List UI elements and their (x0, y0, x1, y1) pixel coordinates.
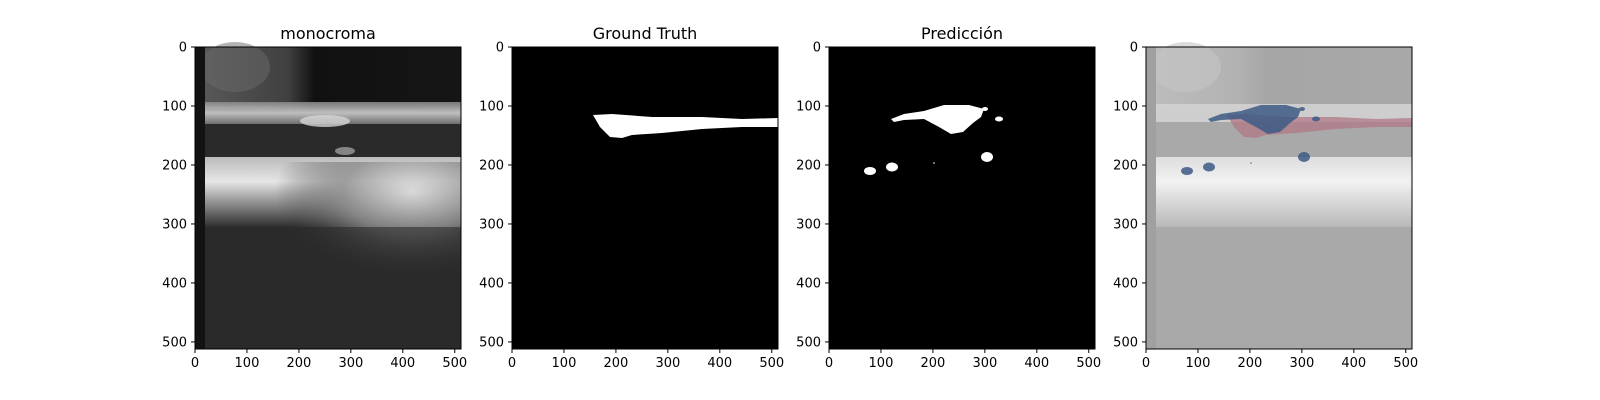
mask-background (512, 47, 778, 349)
axes-frame (194, 46, 462, 350)
x-tick-label: 0 (1142, 356, 1150, 371)
x-tick-label: 0 (825, 356, 833, 371)
y-tick-label: 0 (496, 41, 504, 56)
x-tick-label: 100 (552, 356, 577, 371)
x-tick-label: 200 (920, 356, 945, 371)
x-tick-label: 400 (1341, 356, 1366, 371)
ultrasound-image (195, 42, 461, 349)
x-tick-label: 500 (759, 356, 784, 371)
axes-frame (511, 46, 779, 350)
y-tick-label: 400 (479, 276, 504, 291)
x-tick-label: 100 (1186, 356, 1211, 371)
y-tick-label: 200 (162, 158, 187, 173)
x-tick-label: 400 (390, 356, 415, 371)
y-tick-label: 100 (796, 99, 821, 114)
y-tick-label: 100 (479, 99, 504, 114)
y-tick-label: 100 (162, 99, 187, 114)
y-tick-label: 0 (813, 41, 821, 56)
x-tick-label: 300 (338, 356, 363, 371)
y-tick-label: 500 (1113, 335, 1138, 350)
x-tick-label: 500 (1076, 356, 1101, 371)
x-tick-label: 300 (655, 356, 680, 371)
y-tick-label: 400 (162, 276, 187, 291)
x-tick-label: 100 (869, 356, 894, 371)
y-tick-label: 0 (1130, 41, 1138, 56)
y-tick-label: 400 (1113, 276, 1138, 291)
x-tick-label: 500 (442, 356, 467, 371)
x-tick-label: 200 (286, 356, 311, 371)
y-tick-label: 400 (796, 276, 821, 291)
x-tick-label: 400 (707, 356, 732, 371)
y-tick-label: 500 (796, 335, 821, 350)
x-tick-label: 400 (1024, 356, 1049, 371)
y-tick-label: 0 (179, 41, 187, 56)
y-tick-label: 500 (479, 335, 504, 350)
x-tick-label: 100 (235, 356, 260, 371)
y-tick-label: 300 (479, 217, 504, 232)
x-tick-label: 300 (972, 356, 997, 371)
x-tick-label: 0 (191, 356, 199, 371)
panel-title: Ground Truth (593, 24, 698, 43)
mask-background (829, 47, 1095, 349)
panel-overlay (1145, 42, 1413, 350)
x-tick-label: 200 (1237, 356, 1262, 371)
y-tick-label: 200 (479, 158, 504, 173)
y-tick-label: 300 (796, 217, 821, 232)
y-tick-label: 300 (162, 217, 187, 232)
panel-title: monocroma (280, 24, 376, 43)
y-tick-label: 200 (1113, 158, 1138, 173)
axes-frame (1145, 46, 1413, 350)
panel-prediccion (828, 46, 1096, 350)
y-tick-label: 200 (796, 158, 821, 173)
axes-frame (828, 46, 1096, 350)
panel-monocroma (194, 42, 462, 350)
panel-ground-truth (511, 46, 779, 350)
x-tick-label: 300 (1289, 356, 1314, 371)
x-tick-label: 200 (603, 356, 628, 371)
x-tick-label: 0 (508, 356, 516, 371)
y-tick-label: 300 (1113, 217, 1138, 232)
y-tick-label: 100 (1113, 99, 1138, 114)
overlay-image (1146, 42, 1412, 349)
panel-title: Predicción (921, 24, 1003, 43)
axis-ticks: 0 100 200 300 400 500 0 100 200 300 400 500 0 100 200 3… (162, 41, 1418, 372)
y-tick-label: 500 (162, 335, 187, 350)
x-tick-label: 500 (1393, 356, 1418, 371)
